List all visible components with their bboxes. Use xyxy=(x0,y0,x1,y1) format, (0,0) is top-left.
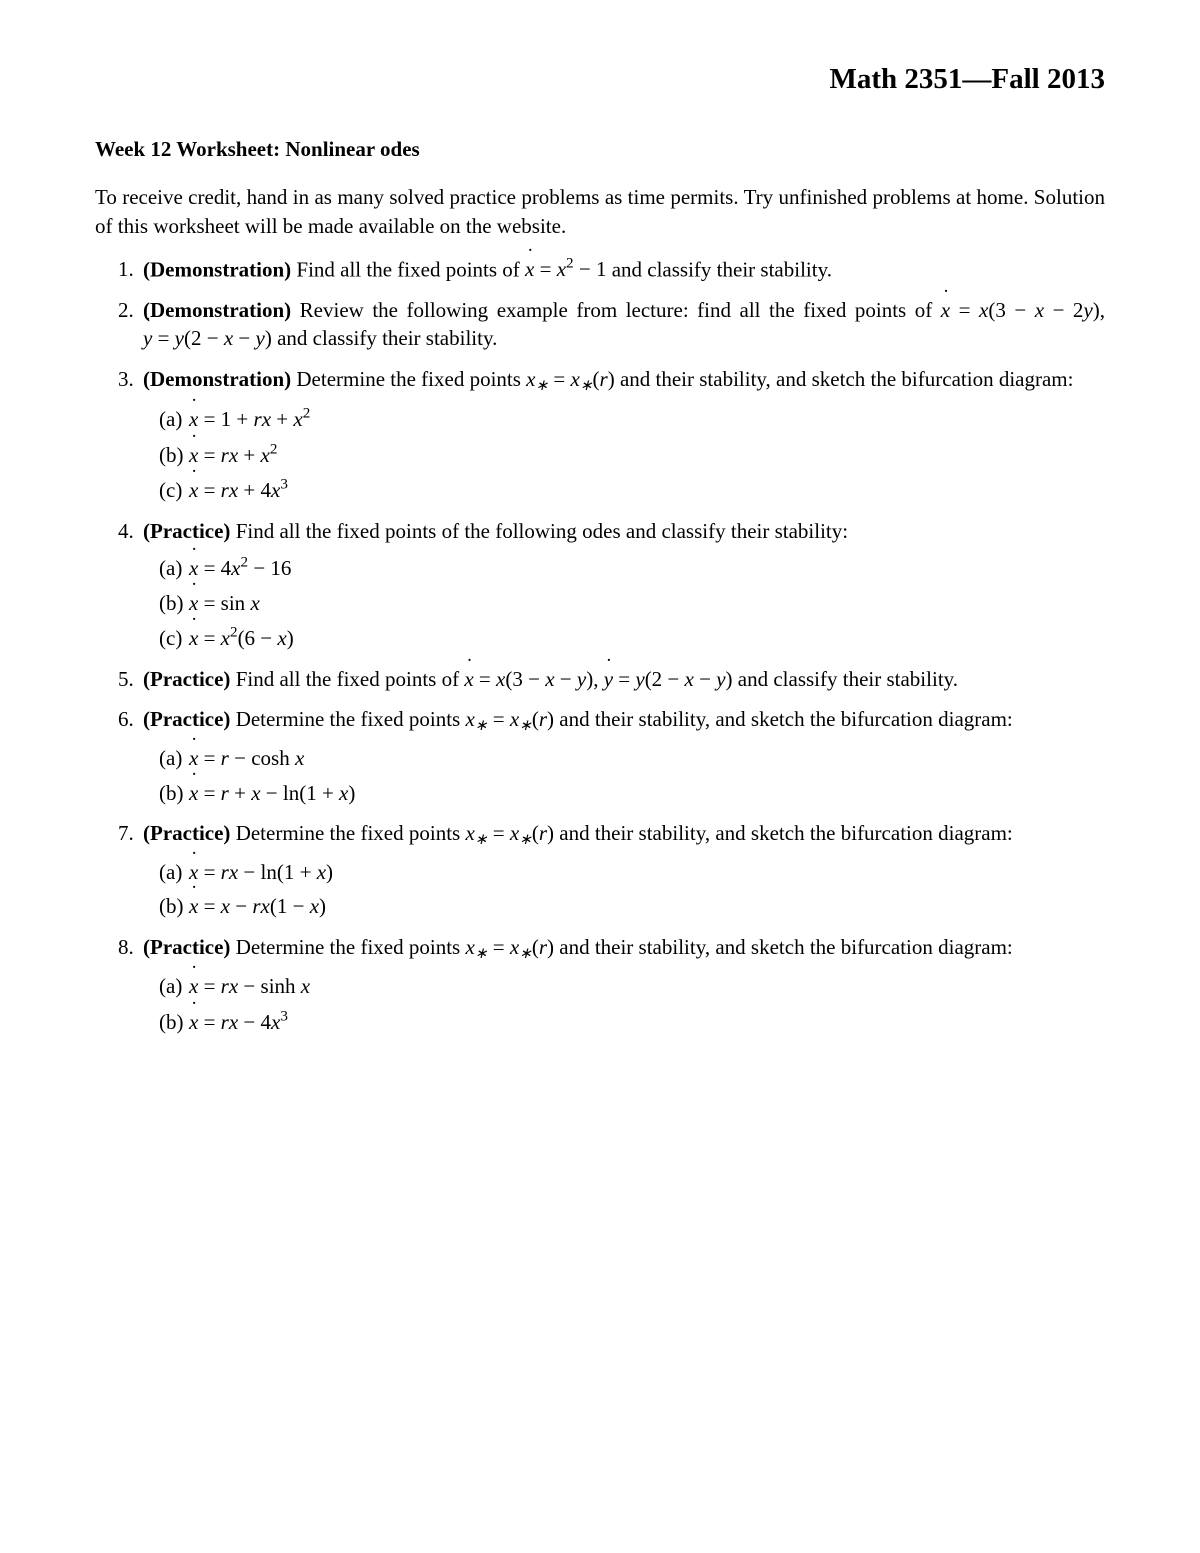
problem-item: (Demonstration) Find all the fixed point… xyxy=(139,254,1105,284)
problem-item: (Practice) Find all the fixed points of … xyxy=(139,665,1105,693)
sub-item: (b)x = rx + x2 xyxy=(159,439,1105,469)
sub-item: (a)x = rx − sinh x xyxy=(159,972,1105,1000)
sub-content: x = 4x2 − 16 xyxy=(189,556,291,580)
problem-body: Find all the fixed points of x = x(3 − x… xyxy=(236,667,958,691)
problem-tag: (Practice) xyxy=(143,707,230,731)
sub-item: (c)x = x2(6 − x) xyxy=(159,623,1105,653)
sub-list: (a)x = r − cosh x(b)x = r + x − ln(1 + x… xyxy=(143,744,1105,807)
sub-item: (b)x = rx − 4x3 xyxy=(159,1006,1105,1036)
problem-body: Determine the fixed points x∗ = x∗(r) an… xyxy=(236,935,1013,959)
problem-item: (Demonstration) Determine the fixed poin… xyxy=(139,365,1105,505)
sub-label: (c) xyxy=(159,624,189,652)
problem-list: (Demonstration) Find all the fixed point… xyxy=(95,254,1105,1036)
problem-tag: (Practice) xyxy=(143,935,230,959)
problem-item: (Demonstration) Review the following exa… xyxy=(139,296,1105,353)
sub-list: (a)x = rx − sinh x(b)x = rx − 4x3 xyxy=(143,972,1105,1036)
sub-content: x = rx − sinh x xyxy=(189,974,310,998)
sub-label: (a) xyxy=(159,554,189,582)
sub-label: (a) xyxy=(159,405,189,433)
problem-item: (Practice) Determine the fixed points x∗… xyxy=(139,705,1105,807)
problem-body: Determine the fixed points x∗ = x∗(r) an… xyxy=(296,367,1073,391)
sub-content: x = r − cosh x xyxy=(189,746,304,770)
sub-content: x = rx − ln(1 + x) xyxy=(189,860,333,884)
sub-item: (a)x = 1 + rx + x2 xyxy=(159,404,1105,434)
sub-content: x = rx + x2 xyxy=(189,443,277,467)
sub-content: x = sin x xyxy=(189,591,260,615)
page: Math 2351—Fall 2013 Week 12 Worksheet: N… xyxy=(0,0,1200,1553)
sub-item: (a)x = rx − ln(1 + x) xyxy=(159,858,1105,886)
problem-tag: (Practice) xyxy=(143,821,230,845)
sub-label: (b) xyxy=(159,892,189,920)
sub-content: x = r + x − ln(1 + x) xyxy=(189,781,355,805)
sub-label: (b) xyxy=(159,779,189,807)
sub-label: (a) xyxy=(159,744,189,772)
worksheet-title: Week 12 Worksheet: Nonlinear odes xyxy=(95,135,1105,163)
problem-item: (Practice) Determine the fixed points x∗… xyxy=(139,933,1105,1036)
sub-label: (b) xyxy=(159,589,189,617)
problem-body: Determine the fixed points x∗ = x∗(r) an… xyxy=(236,707,1013,731)
sub-list: (a)x = rx − ln(1 + x)(b)x = x − rx(1 − x… xyxy=(143,858,1105,921)
problem-tag: (Demonstration) xyxy=(143,367,291,391)
problem-tag: (Demonstration) xyxy=(143,298,291,322)
sub-content: x = rx − 4x3 xyxy=(189,1010,288,1034)
problem-body: Find all the fixed points of the followi… xyxy=(236,519,848,543)
sub-label: (a) xyxy=(159,972,189,1000)
sub-item: (a)x = 4x2 − 16 xyxy=(159,553,1105,583)
sub-list: (a)x = 1 + rx + x2(b)x = rx + x2(c)x = r… xyxy=(143,404,1105,505)
sub-item: (c)x = rx + 4x3 xyxy=(159,475,1105,505)
problem-item: (Practice) Determine the fixed points x∗… xyxy=(139,819,1105,921)
sub-content: x = 1 + rx + x2 xyxy=(189,407,310,431)
problem-tag: (Practice) xyxy=(143,667,230,691)
problem-tag: (Demonstration) xyxy=(143,257,291,281)
sub-item: (b)x = sin x xyxy=(159,589,1105,617)
sub-item: (b)x = r + x − ln(1 + x) xyxy=(159,779,1105,807)
problem-tag: (Practice) xyxy=(143,519,230,543)
problem-body: Determine the fixed points x∗ = x∗(r) an… xyxy=(236,821,1013,845)
problem-item: (Practice) Find all the fixed points of … xyxy=(139,517,1105,653)
course-header: Math 2351—Fall 2013 xyxy=(95,60,1105,99)
sub-content: x = rx + 4x3 xyxy=(189,478,288,502)
intro-paragraph: To receive credit, hand in as many solve… xyxy=(95,183,1105,240)
sub-list: (a)x = 4x2 − 16(b)x = sin x(c)x = x2(6 −… xyxy=(143,553,1105,653)
sub-item: (a)x = r − cosh x xyxy=(159,744,1105,772)
sub-label: (c) xyxy=(159,476,189,504)
problem-body: Find all the fixed points of x = x2 − 1 … xyxy=(296,257,832,281)
sub-label: (b) xyxy=(159,1008,189,1036)
sub-label: (b) xyxy=(159,441,189,469)
sub-label: (a) xyxy=(159,858,189,886)
sub-content: x = x − rx(1 − x) xyxy=(189,894,326,918)
sub-item: (b)x = x − rx(1 − x) xyxy=(159,892,1105,920)
sub-content: x = x2(6 − x) xyxy=(189,626,294,650)
